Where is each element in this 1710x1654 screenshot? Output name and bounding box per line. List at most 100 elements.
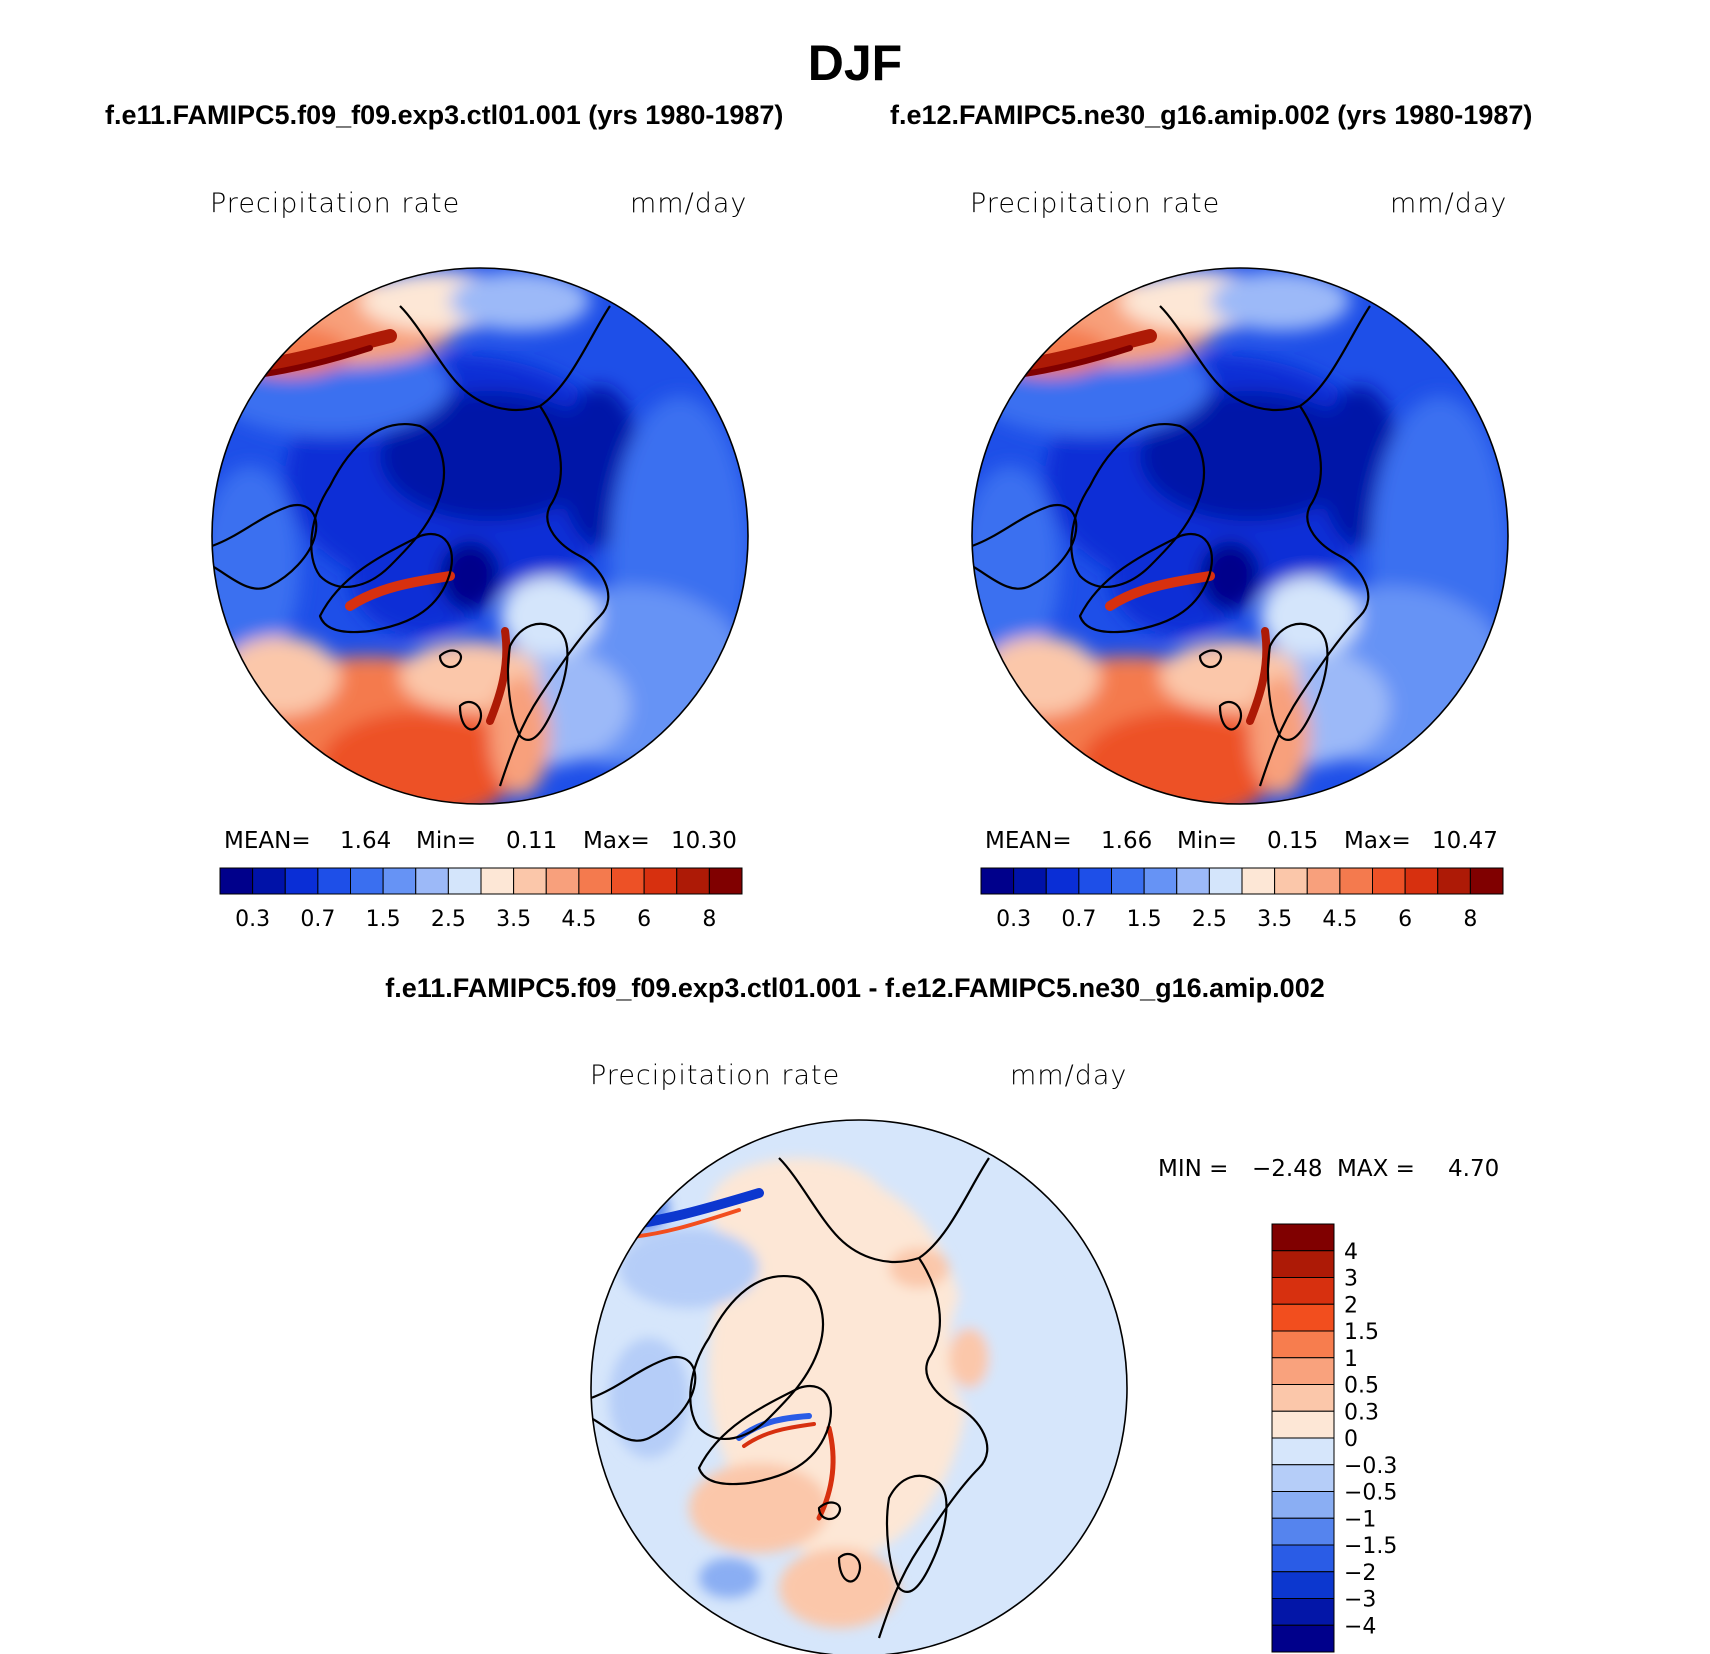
panel1-variable-label: Precipitation rate: [210, 188, 461, 219]
colorbar-tick-label: 4: [1344, 1240, 1358, 1265]
colorbar-swatch: [1271, 1624, 1335, 1653]
colorbar-swatch: [611, 867, 645, 895]
colorbar-swatch: [1271, 1303, 1335, 1332]
panel2-variable-label: Precipitation rate: [970, 188, 1221, 219]
colorbar-tick-label: 2.5: [1192, 907, 1227, 932]
colorbar-tick-label: 0.7: [1061, 907, 1096, 932]
colorbar-tick-label: −0.3: [1344, 1454, 1397, 1479]
colorbar-swatch: [1271, 1330, 1335, 1359]
colorbar-swatch: [284, 867, 319, 895]
panel1-mean-value: 1.64: [340, 828, 392, 854]
colorbar-tick-label: 0.3: [1344, 1400, 1379, 1425]
colorbar-swatch: [480, 867, 515, 895]
colorbar-tick-label: 3.5: [1257, 907, 1292, 932]
panel2-mean-label: MEAN=: [985, 828, 1072, 854]
colorbar-swatch: [1404, 867, 1439, 895]
colorbar-swatch: [676, 867, 710, 895]
colorbar-swatch: [317, 867, 351, 895]
panel2-colorbar: 0.3 0.7 1.5 2.5 3.5 4.5 6 8: [980, 867, 1504, 932]
colorbar-tick-label: −1.5: [1344, 1534, 1397, 1559]
panel1-mean-label: MEAN=: [224, 828, 311, 854]
colorbar-swatch: [1271, 1544, 1335, 1573]
difference-map: [590, 1119, 1128, 1654]
colorbar-tick-label: 4.5: [561, 907, 596, 932]
main-title: DJF: [807, 35, 903, 91]
colorbar-swatch: [1271, 1357, 1335, 1385]
panel2-max-value: 10.47: [1432, 828, 1498, 854]
diff-units-label: mm/day: [1010, 1060, 1128, 1091]
diff-max-label: MAX =: [1337, 1156, 1415, 1182]
colorbar-tick-label: −4: [1344, 1614, 1376, 1639]
colorbar-swatch: [252, 867, 286, 895]
diff-variable-label: Precipitation rate: [590, 1060, 841, 1091]
diff-min-value: −2.48: [1252, 1156, 1323, 1182]
panel1-max-label: Max=: [583, 828, 650, 854]
colorbar-swatch: [1176, 867, 1210, 895]
colorbar-swatch: [1111, 867, 1145, 895]
colorbar-swatch: [1271, 1277, 1335, 1305]
colorbar-swatch: [1437, 867, 1471, 895]
colorbar-swatch: [1306, 867, 1341, 895]
colorbar-tick-label: 1.5: [1344, 1320, 1379, 1345]
colorbar-swatch: [980, 867, 1015, 895]
colorbar-swatch: [513, 867, 547, 895]
colorbar-swatch: [219, 867, 254, 895]
colorbar-swatch: [1271, 1410, 1335, 1439]
colorbar-swatch: [1372, 867, 1406, 895]
colorbar-swatch: [578, 867, 612, 895]
panel1-min-label: Min=: [416, 828, 477, 854]
colorbar-tick-label: 6: [1398, 907, 1412, 932]
panel1-min-value: 0.11: [506, 828, 558, 854]
colorbar-swatch: [415, 867, 449, 895]
colorbar-tick-label: 6: [637, 907, 651, 932]
colorbar-swatch: [643, 867, 678, 895]
colorbar-swatch: [1339, 867, 1373, 895]
colorbar-swatch: [382, 867, 417, 895]
panel2-units-label: mm/day: [1390, 188, 1508, 219]
colorbar-tick-label: 0.3: [996, 907, 1031, 932]
colorbar-swatch: [1271, 1223, 1335, 1252]
panel2-max-label: Max=: [1344, 828, 1411, 854]
colorbar-swatch: [1271, 1384, 1335, 1412]
panel2-min-value: 0.15: [1267, 828, 1319, 854]
colorbar-swatch: [1271, 1598, 1335, 1626]
colorbar-swatch: [1271, 1250, 1335, 1278]
colorbar-swatch: [1271, 1517, 1335, 1546]
panel1-max-value: 10.30: [671, 828, 737, 854]
colorbar-tick-label: 3: [1344, 1267, 1358, 1292]
colorbar-tick-label: 2: [1344, 1293, 1358, 1318]
colorbar-swatch: [1271, 1437, 1335, 1466]
colorbar-swatch: [545, 867, 580, 895]
colorbar-tick-label: 8: [702, 907, 716, 932]
colorbar-swatch: [1045, 867, 1080, 895]
colorbar-tick-label: 0: [1344, 1427, 1358, 1452]
colorbar-tick-label: 0.5: [1344, 1374, 1379, 1399]
panel1-colorbar: 0.3 0.7 1.5 2.5 3.5 4.5 6 8: [219, 867, 743, 932]
colorbar-swatch: [1143, 867, 1178, 895]
diff-max-value: 4.70: [1448, 1156, 1500, 1182]
colorbar-swatch: [1013, 867, 1047, 895]
colorbar-tick-label: −3: [1344, 1588, 1376, 1613]
colorbar-swatch: [1271, 1571, 1335, 1599]
colorbar-tick-label: 1.5: [366, 907, 401, 932]
colorbar-tick-label: 0.7: [300, 907, 335, 932]
panel2-map: [971, 267, 1509, 805]
colorbar-tick-label: 1: [1344, 1347, 1358, 1372]
colorbar-swatch: [1271, 1464, 1335, 1492]
panel1-units-label: mm/day: [630, 188, 748, 219]
colorbar-swatch: [447, 867, 482, 895]
colorbar-swatch: [1274, 867, 1308, 895]
colorbar-swatch: [1208, 867, 1243, 895]
colorbar-swatch: [1078, 867, 1112, 895]
colorbar-tick-label: 0.3: [235, 907, 270, 932]
case2-title: f.e12.FAMIPC5.ne30_g16.amip.002 (yrs 198…: [890, 100, 1533, 130]
colorbar-swatch: [350, 867, 384, 895]
difference-title: f.e11.FAMIPC5.f09_f09.exp3.ctl01.001 - f…: [385, 973, 1325, 1003]
colorbar-tick-label: 4.5: [1322, 907, 1357, 932]
colorbar-tick-label: 1.5: [1127, 907, 1162, 932]
colorbar-swatch: [1241, 867, 1276, 895]
colorbar-tick-label: 3.5: [496, 907, 531, 932]
diff-min-label: MIN =: [1158, 1156, 1229, 1182]
